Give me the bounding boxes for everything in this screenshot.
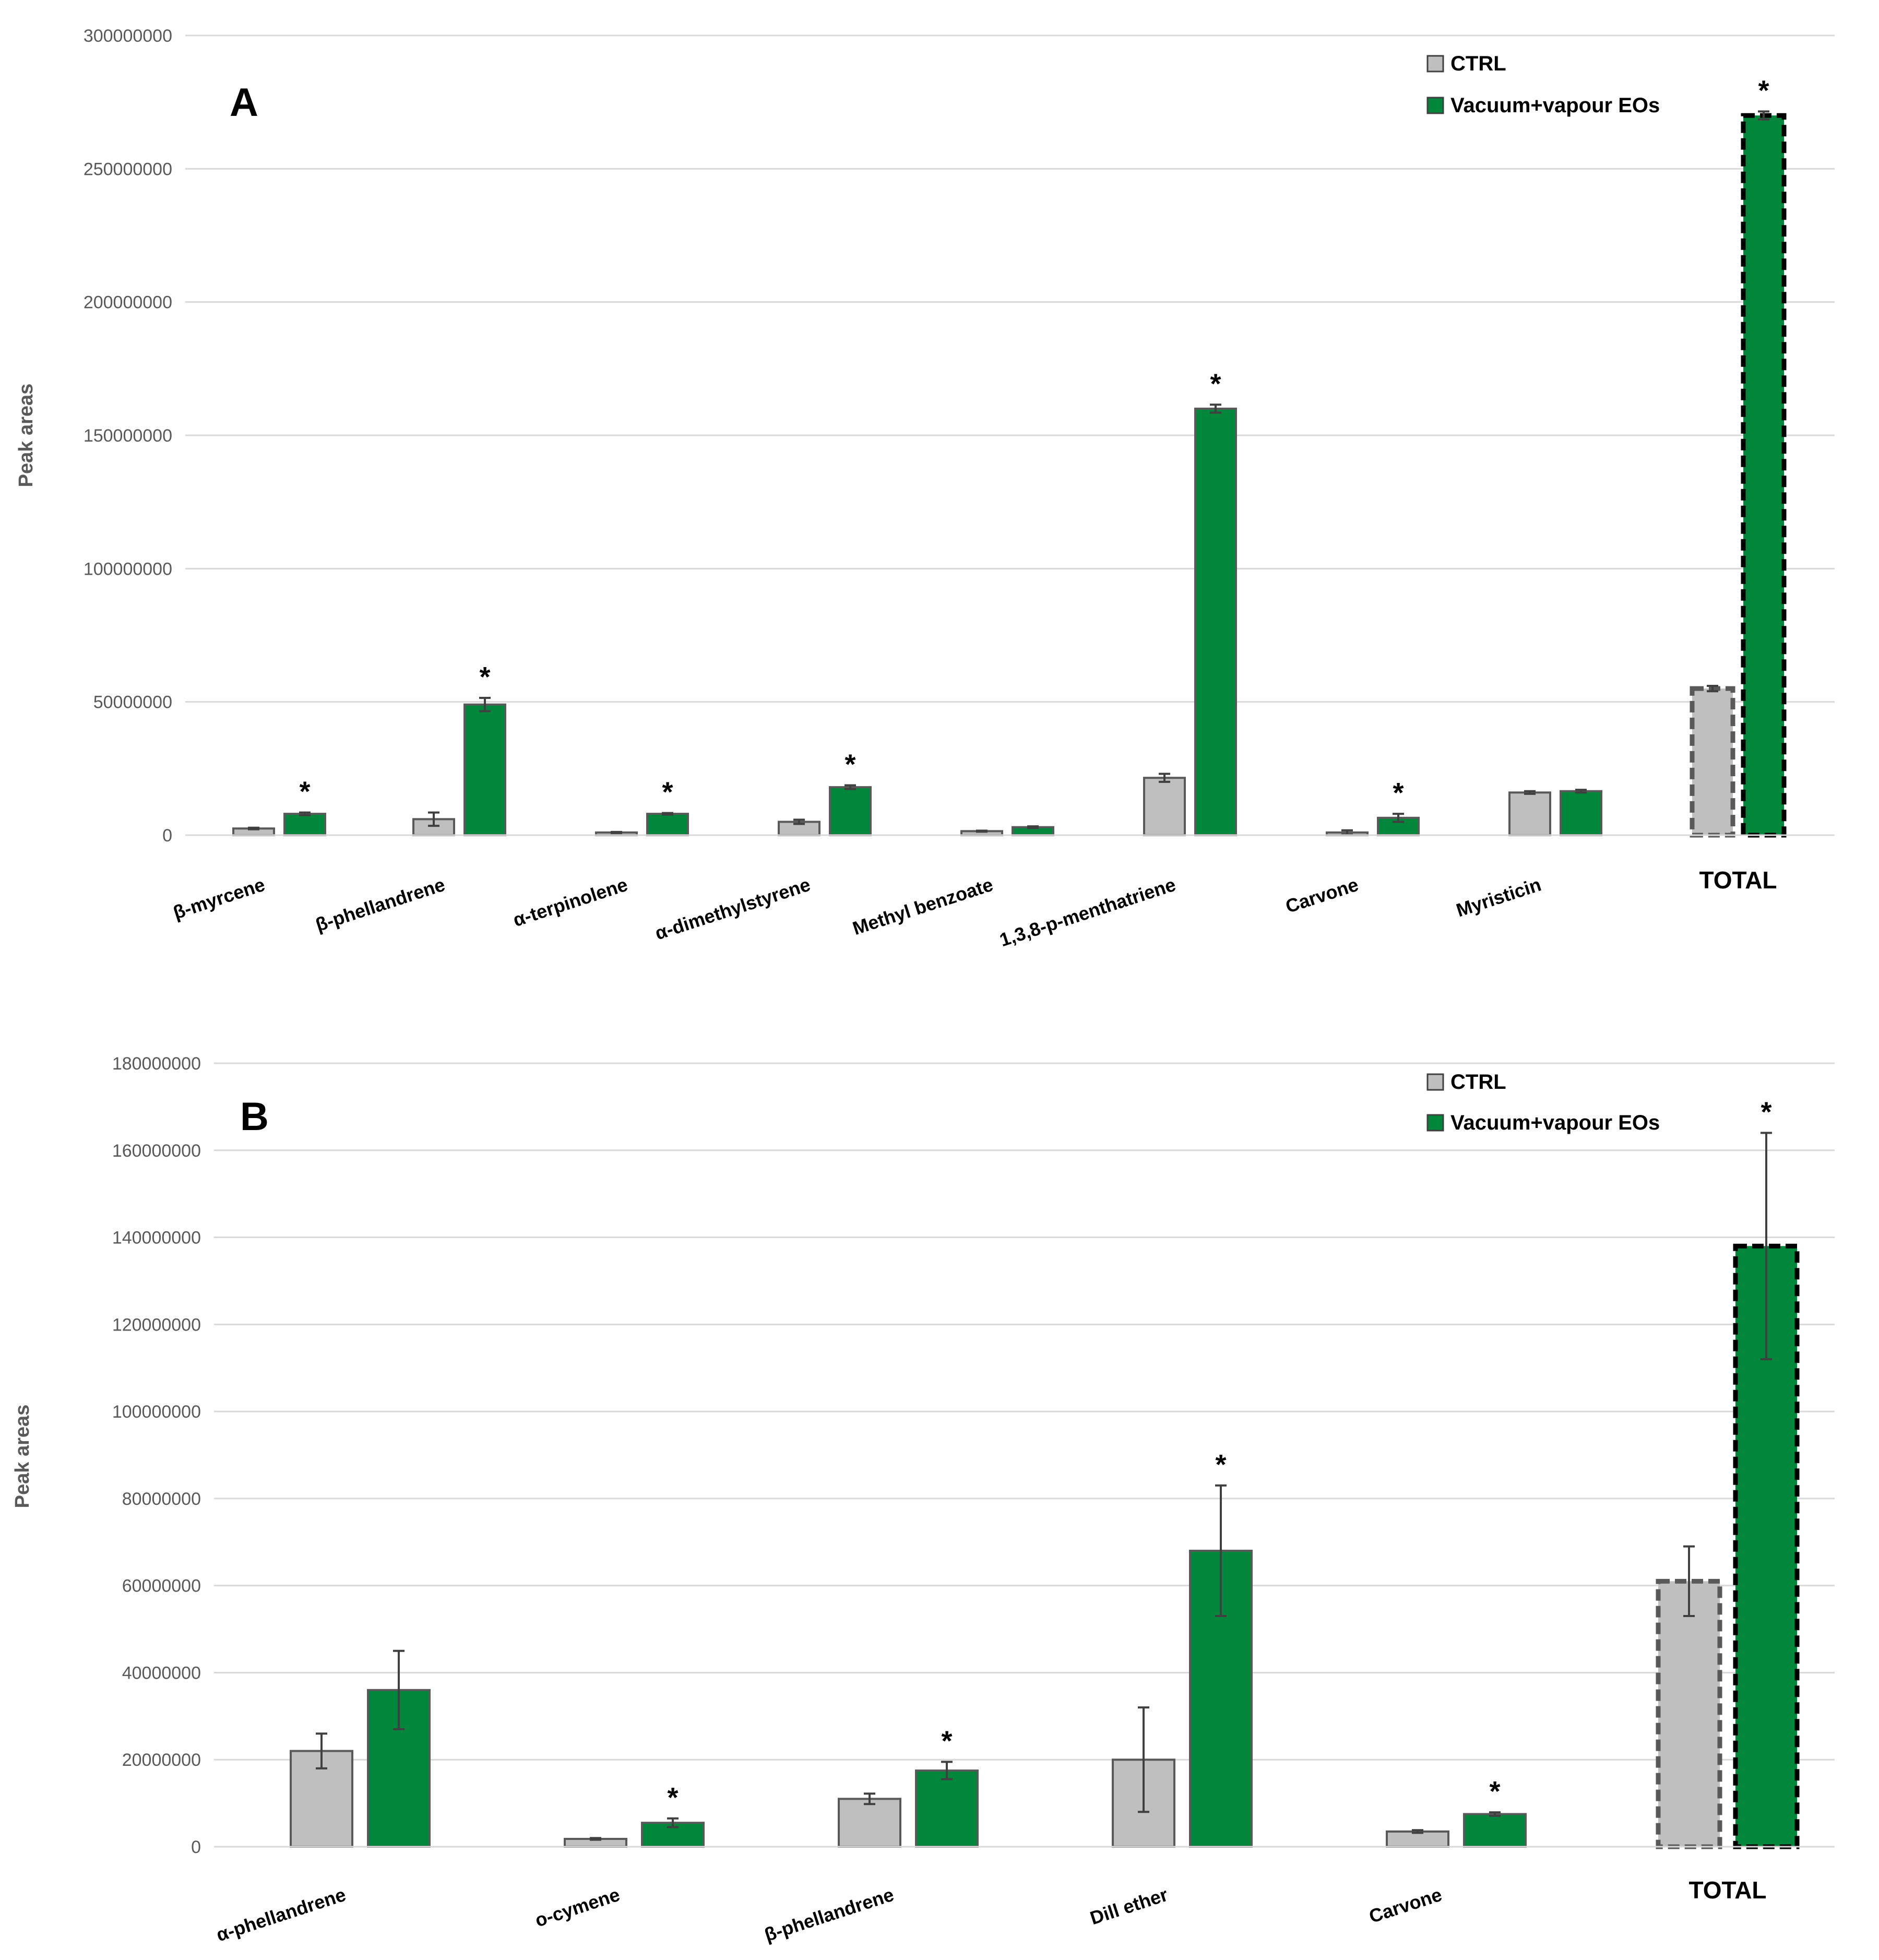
chart-panel-A: 0 50000000 100000000 150000000 200000000 2500… [15,26,1835,951]
y-tick-label: 200000000 [84,293,172,313]
x-category-label: Methyl benzoate [850,874,995,940]
bar-treated [1194,407,1237,836]
y-tick-label: 0 [191,1837,201,1857]
bar-treated [463,703,506,836]
bar-ctrl [1690,686,1735,838]
x-category-label: α-terpinolene [510,874,631,931]
y-tick-label: 150000000 [84,426,172,446]
panel-label: A [230,80,258,125]
legend-label: Vacuum+vapour EOs [1450,1111,1660,1134]
significance-marker: * [1215,1449,1226,1480]
y-tick-label: 160000000 [112,1141,201,1161]
significance-marker: * [1761,1096,1771,1127]
significance-marker: * [1489,1776,1500,1807]
x-category-label: o-cymene [532,1884,623,1931]
bar-treated [646,813,689,836]
x-category-label: 1,3,8-p-menthatriene [997,874,1179,951]
bar-treated [1733,1243,1800,1849]
x-category-label: α-phellandrene [213,1884,348,1946]
bar-treated [1463,1813,1527,1848]
legend-label: Vacuum+vapour EOs [1450,94,1660,117]
legend-label: CTRL [1450,52,1506,75]
significance-marker: * [941,1725,952,1756]
significance-marker: * [299,776,310,807]
x-category-label: Carvone [1366,1884,1445,1928]
x-category-label: TOTAL [1699,866,1777,894]
significance-marker: * [667,1782,678,1813]
y-tick-label: 50000000 [93,693,172,712]
legend-swatch [1426,55,1444,73]
significance-marker: * [845,749,855,780]
y-tick-label: 80000000 [122,1489,201,1509]
y-tick-label: 0 [162,826,172,846]
bar-treated [915,1769,979,1848]
bar-treated [283,813,326,836]
bar-treated [641,1822,705,1848]
y-tick-label: 180000000 [112,1054,201,1074]
y-tick-label: 100000000 [84,559,172,579]
bar-ctrl [1508,791,1551,836]
significance-marker: * [479,661,490,693]
bar-treated [1741,113,1787,838]
x-category-label: Dill ether [1087,1884,1170,1929]
legend-swatch [1426,1073,1444,1091]
bar-ctrl [838,1798,901,1848]
x-category-label: TOTAL [1688,1876,1766,1904]
legend: CTRL Vacuum+vapour EOs [1426,1071,1660,1134]
legend-label: CTRL [1450,1071,1506,1094]
y-tick-label: 60000000 [122,1576,201,1596]
bar-treated [1560,790,1602,836]
bar-ctrl [1656,1578,1722,1849]
y-axis-label: Peak areas [11,1405,33,1508]
significance-marker: * [1758,75,1769,106]
bar-ctrl [1143,777,1186,836]
legend-swatch [1426,1114,1444,1132]
chart-panel-B: 0 20000000 40000000 60000000 80000000 1000000… [11,1054,1835,1945]
x-category-label: Myristicin [1454,874,1543,921]
significance-marker: * [1210,368,1221,399]
legend: CTRL Vacuum+vapour EOs [1426,52,1660,117]
y-tick-label: 120000000 [112,1315,201,1335]
y-tick-label: 100000000 [112,1402,201,1422]
x-category-label: Carvone [1283,874,1361,918]
y-tick-label: 140000000 [112,1228,201,1248]
x-category-label: α-dimethylstyrene [652,874,813,944]
bar-treated [829,786,872,836]
y-tick-label: 40000000 [122,1663,201,1683]
legend-swatch [1426,97,1444,114]
x-category-label: β-myrcene [171,874,268,923]
x-category-label: β-phellandrene [313,874,447,936]
y-tick-label: 20000000 [122,1750,201,1770]
y-tick-label: 250000000 [84,159,172,179]
y-tick-label: 300000000 [84,26,172,46]
y-axis-label: Peak areas [15,384,37,488]
significance-marker: * [1393,777,1404,809]
panel-label: B [240,1095,269,1139]
significance-marker: * [662,777,673,808]
x-category-label: β-phellandrene [762,1884,896,1946]
